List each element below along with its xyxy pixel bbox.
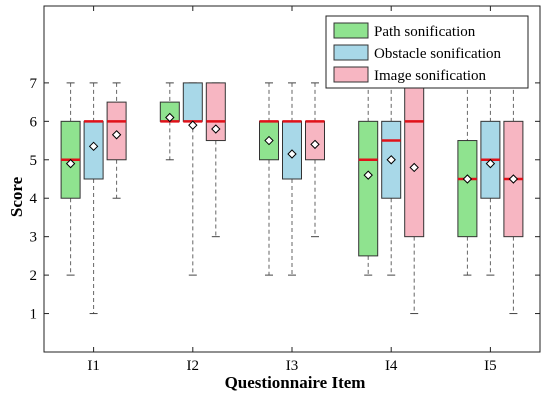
mean-marker: [188, 120, 198, 130]
mean-marker: [165, 112, 175, 123]
y-tick-label: 6: [30, 114, 38, 130]
box-I1: [60, 82, 81, 276]
box-I5: [457, 82, 478, 276]
y-tick-label: 2: [30, 268, 38, 284]
box-I4: [358, 82, 379, 276]
box-iqr: [404, 82, 425, 238]
box-I3: [282, 82, 302, 276]
mean-marker: [386, 155, 396, 165]
mean-marker: [485, 158, 496, 169]
series-2: [83, 82, 501, 315]
mean-marker: [508, 174, 519, 184]
y-axis-title: Score: [7, 176, 26, 217]
legend-swatch: [333, 22, 369, 39]
x-tick-label: I5: [484, 358, 497, 374]
box-I2: [182, 82, 203, 276]
mean-marker: [65, 158, 76, 169]
series-3: [106, 82, 524, 315]
x-tick-label: I2: [187, 358, 200, 374]
mean-marker: [462, 174, 473, 184]
box-I3: [305, 82, 325, 238]
axes: 1 2 3 4 5 6 7 I1 I2 I3 I4 I5: [30, 5, 541, 374]
y-tick-label: 4: [30, 191, 38, 207]
box-iqr: [457, 140, 478, 238]
legend-label: Path sonification: [374, 24, 476, 40]
box-I4: [381, 82, 402, 276]
y-tick-label: 1: [30, 307, 38, 323]
box-I2: [205, 82, 226, 238]
series-1: [60, 82, 478, 276]
mean-marker: [363, 170, 373, 180]
box-I3: [259, 82, 279, 276]
x-tick-label: I3: [286, 358, 299, 374]
mean-marker: [409, 162, 419, 173]
box-iqr: [205, 82, 226, 142]
mean-marker: [310, 139, 320, 150]
box-I1: [83, 82, 104, 315]
x-axis-title: Questionnaire Item: [225, 373, 366, 392]
x-tick-label: I4: [385, 358, 398, 374]
box-I1: [106, 82, 127, 199]
legend-swatch: [333, 66, 369, 83]
y-tick-label: 3: [30, 230, 38, 246]
legend-label: Image sonification: [374, 68, 487, 84]
mean-marker: [88, 141, 99, 152]
mean-marker: [111, 130, 122, 140]
x-tick-label: I1: [87, 358, 100, 374]
box-I4: [404, 82, 425, 315]
mean-marker: [211, 124, 221, 134]
legend-label: Obstacle sonification: [374, 46, 502, 62]
legend-item: Path sonification: [333, 22, 476, 40]
y-tick-label: 5: [30, 153, 38, 169]
y-tick-label: 7: [30, 76, 38, 92]
box-I2: [159, 82, 180, 161]
box-iqr: [182, 82, 203, 122]
box-groups: [60, 82, 524, 315]
mean-marker: [264, 135, 274, 146]
mean-marker: [287, 149, 297, 159]
legend: Path sonification Obstacle sonification Im…: [325, 15, 529, 89]
legend-swatch: [333, 44, 369, 61]
legend-item: Obstacle sonification: [333, 44, 502, 62]
legend-item: Image sonification: [333, 66, 487, 84]
box-iqr: [358, 120, 379, 257]
box-I5: [480, 82, 501, 276]
box-I5: [503, 82, 524, 315]
